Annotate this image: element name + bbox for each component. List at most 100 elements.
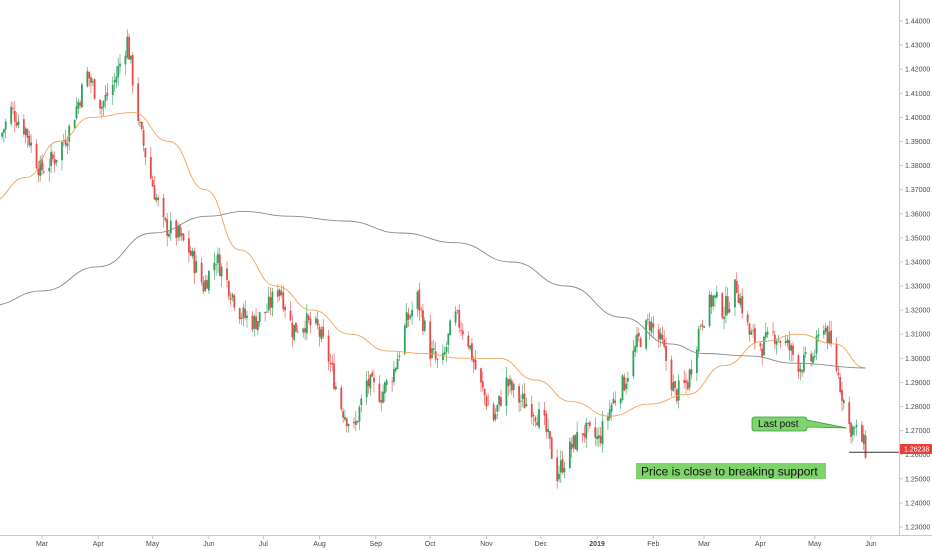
- candle-body: [750, 331, 753, 335]
- candle-body: [559, 460, 562, 473]
- x-tick-label: May: [146, 541, 160, 548]
- candle-body: [597, 435, 600, 439]
- candle-body: [354, 420, 357, 425]
- candle-body: [505, 377, 508, 406]
- candle-body: [251, 315, 254, 330]
- candle-body: [469, 345, 472, 349]
- candle-body: [496, 405, 499, 412]
- candle-body: [804, 352, 807, 354]
- candle-body: [458, 310, 461, 328]
- candle-body: [850, 422, 852, 438]
- candle-body: [761, 348, 764, 357]
- last-post-text: Last post: [758, 419, 799, 430]
- candle-body: [685, 380, 687, 383]
- candle-body: [124, 55, 127, 65]
- candle-body: [307, 315, 310, 320]
- candle-body: [830, 330, 832, 345]
- candle-body: [68, 125, 71, 142]
- candle-body: [813, 355, 816, 358]
- candle-body: [538, 409, 540, 428]
- candle-body: [188, 238, 190, 253]
- candle-body: [748, 323, 751, 335]
- x-tick-label: 2019: [589, 541, 605, 548]
- x-tick-label: May: [808, 541, 822, 548]
- candle-body: [371, 372, 374, 377]
- candle-body: [316, 319, 319, 326]
- candle-body: [543, 409, 546, 416]
- candle-body: [842, 400, 845, 404]
- candle-body: [356, 420, 359, 423]
- candle-body: [61, 142, 63, 161]
- candle-body: [367, 378, 370, 387]
- candle-body: [126, 36, 129, 58]
- candle-body: [39, 160, 42, 176]
- candle-body: [741, 295, 744, 314]
- candle-body: [309, 318, 312, 326]
- candle-body: [826, 326, 829, 343]
- y-tick-label: 1.30000: [905, 356, 930, 363]
- candle-body: [445, 346, 448, 353]
- candle-body: [342, 411, 345, 418]
- y-tick-label: 1.32000: [905, 308, 930, 315]
- x-tick-label: Jun: [203, 541, 214, 548]
- candle-body: [380, 400, 383, 403]
- candle-body: [855, 424, 858, 428]
- candle-body: [391, 381, 394, 383]
- candle-body: [763, 336, 765, 356]
- candle-body: [632, 350, 635, 377]
- candle-body: [178, 225, 181, 237]
- candle-body: [594, 427, 597, 438]
- candle-body: [238, 308, 241, 320]
- support-note-annotation: Price is close to breaking support: [636, 463, 826, 479]
- candle-body: [255, 316, 257, 330]
- y-tick-label: 1.39000: [905, 139, 930, 146]
- candle-body: [322, 326, 325, 337]
- candle-body: [327, 335, 330, 362]
- candle-body: [772, 331, 774, 333]
- candle-body: [815, 335, 818, 354]
- candle-body: [587, 422, 589, 424]
- candle-body: [318, 326, 321, 337]
- candle-body: [28, 135, 31, 146]
- candle-body: [864, 435, 867, 458]
- candle-body: [657, 329, 660, 340]
- candle-body: [266, 311, 268, 313]
- x-tick-label: Jul: [259, 541, 268, 548]
- candle-body: [229, 297, 232, 300]
- candle-body: [409, 315, 412, 318]
- candle-body: [117, 66, 120, 78]
- candle-body: [677, 380, 680, 401]
- candle-body: [369, 375, 372, 389]
- candle-body: [608, 409, 611, 419]
- candle-body: [695, 349, 698, 374]
- candle-body: [443, 351, 446, 355]
- candle-body: [634, 346, 637, 352]
- candle-body: [461, 330, 464, 335]
- candle-body: [26, 129, 29, 138]
- y-tick-label: 1.43000: [905, 43, 930, 50]
- candle-body: [331, 362, 334, 365]
- candle-body: [447, 333, 450, 345]
- candle-body: [623, 376, 626, 391]
- candle-body: [139, 122, 141, 124]
- y-tick-label: 1.38000: [905, 163, 930, 170]
- candle-body: [420, 308, 423, 310]
- candle-body: [64, 139, 67, 145]
- candle-body: [558, 473, 560, 480]
- candle-body: [213, 262, 216, 271]
- candle-body: [403, 325, 406, 354]
- last-post-annotation: Last post: [751, 416, 848, 432]
- price-label: 1.26238: [900, 444, 932, 454]
- candle-body: [329, 362, 332, 364]
- candle-body: [207, 271, 210, 291]
- candle-body: [659, 332, 662, 340]
- candle-body: [810, 353, 813, 362]
- y-tick-label: 1.23000: [905, 525, 930, 532]
- candle-body: [779, 340, 782, 344]
- candle-body: [278, 289, 281, 297]
- candle-body: [282, 292, 285, 310]
- candle-body: [12, 108, 14, 110]
- candle-body: [164, 217, 167, 221]
- candle-body: [360, 398, 363, 406]
- candle-body: [137, 83, 140, 121]
